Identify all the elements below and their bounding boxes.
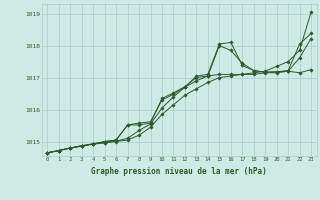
X-axis label: Graphe pression niveau de la mer (hPa): Graphe pression niveau de la mer (hPa): [91, 167, 267, 176]
